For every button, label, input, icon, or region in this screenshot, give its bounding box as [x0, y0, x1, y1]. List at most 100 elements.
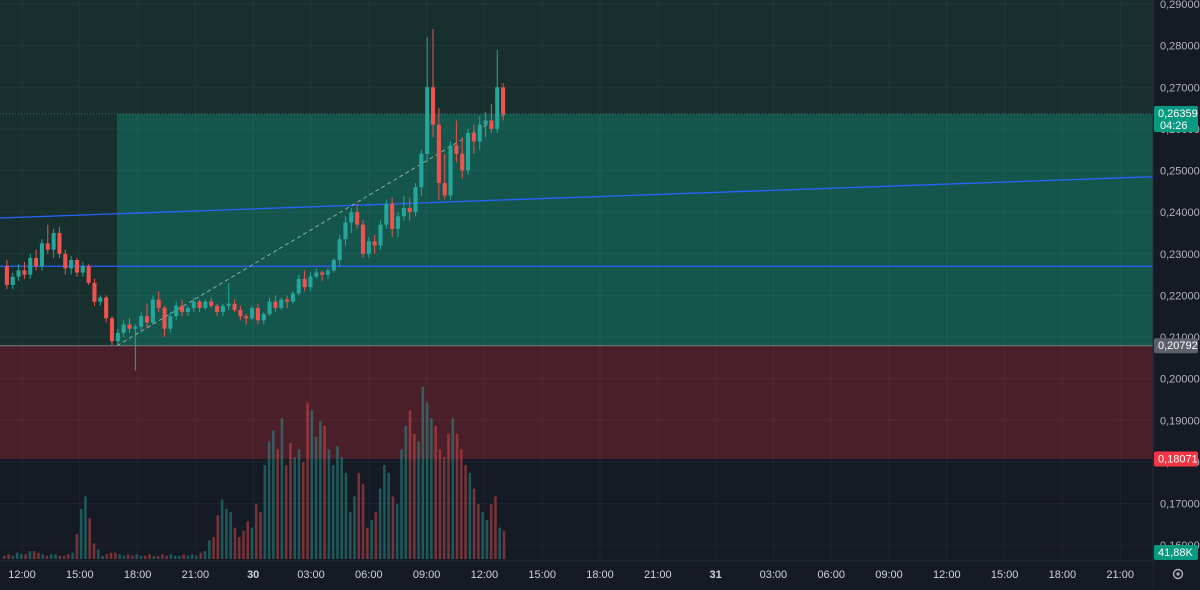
candle-body: [115, 332, 120, 342]
candle-body: [471, 133, 476, 142]
volume-bar: [280, 418, 284, 559]
volume-bar: [301, 461, 305, 559]
volume-bar: [455, 433, 459, 559]
price-tick-label: 0,27000: [1160, 82, 1200, 94]
volume-bar: [314, 436, 318, 559]
volume-bar: [387, 472, 390, 559]
candle-body: [238, 309, 243, 317]
volume-bar: [37, 552, 40, 559]
candle-body: [45, 243, 50, 250]
price-tag-box: [1154, 451, 1198, 467]
candle-body: [290, 293, 295, 302]
volume-bar: [485, 519, 489, 559]
volume-bar: [225, 508, 228, 559]
volume-bar: [148, 554, 151, 559]
upper-background: [0, 0, 1153, 114]
volume-bar: [327, 449, 331, 559]
settings-gear-icon[interactable]: [1172, 568, 1184, 580]
time-tick-label: 18:00: [124, 569, 152, 581]
candle-body: [57, 232, 62, 254]
volume-bar: [7, 554, 10, 559]
volume-bar: [289, 443, 292, 559]
volume-bar: [84, 496, 87, 559]
price-tick-label: 0,19000: [1160, 415, 1200, 427]
volume-bar: [152, 555, 156, 559]
price-tag-label: 0,26359: [1158, 108, 1198, 120]
candle-body: [86, 266, 91, 283]
time-tick-label: 09:00: [875, 569, 903, 581]
candle-body: [349, 212, 354, 223]
price-tick-label: 0,20000: [1160, 374, 1200, 386]
volume-bar: [400, 449, 403, 559]
candle-body: [39, 243, 44, 267]
volume-bar: [460, 449, 463, 559]
volume-bar: [331, 465, 335, 559]
candle-body: [337, 239, 342, 261]
time-axis[interactable]: 12:00 15:00 18:00 21:00 30 03:00 06:00 09:00 12:…: [0, 560, 1153, 590]
volume-bar: [430, 418, 433, 559]
volume-bar: [199, 552, 203, 559]
candle-body: [69, 260, 74, 269]
time-tick-label: 21:00: [644, 569, 672, 581]
volume-bar: [502, 530, 506, 559]
time-tick-label: 03:00: [297, 569, 325, 581]
candle-body: [10, 276, 15, 285]
volume-bar: [267, 441, 271, 559]
volume-bar: [340, 457, 343, 559]
volume-bar: [24, 554, 27, 559]
candle-body: [162, 307, 167, 329]
candle-body: [220, 305, 225, 313]
volume-bar: [169, 554, 173, 559]
candle-body: [4, 266, 9, 285]
volume-bar: [105, 554, 109, 559]
candle-body: [273, 301, 278, 308]
volume-bar: [32, 551, 36, 559]
candle-body: [22, 270, 27, 275]
volume-bar: [28, 551, 32, 559]
position-diagonal: [116, 113, 506, 347]
volume-bar: [131, 555, 134, 559]
volume-bar: [417, 441, 420, 559]
candle-body: [255, 307, 260, 321]
price-axis[interactable]: 0,290000,280000,270000,260000,250000,240…: [1152, 0, 1200, 590]
volume-bar: [276, 449, 279, 559]
candle-body: [109, 318, 115, 342]
candle-body: [203, 301, 208, 308]
trend-lines[interactable]: [0, 113, 1154, 347]
volume-bar: [139, 555, 143, 559]
volume-bar: [88, 518, 91, 559]
candle-body: [215, 305, 220, 313]
volume-bar: [237, 537, 241, 559]
candle-body: [395, 216, 401, 229]
time-tick-label: 15:00: [991, 569, 1019, 581]
price-tag-box: [1154, 338, 1198, 354]
volume-bar: [451, 418, 455, 559]
time-tick-label: 06:00: [355, 569, 383, 581]
volume-bar: [156, 555, 160, 559]
volume-bar: [284, 465, 288, 559]
volume-bar: [395, 504, 399, 559]
candle-body: [413, 187, 418, 213]
candle-body: [28, 257, 33, 275]
trend-line: [0, 176, 1154, 219]
candle-body: [74, 260, 80, 273]
volume-bar: [447, 433, 450, 559]
candle-body: [98, 297, 103, 302]
candle-body: [384, 203, 389, 225]
volume-bar: [391, 496, 395, 559]
price-tag-label: 0,20792: [1158, 340, 1198, 352]
volume-bar: [242, 530, 245, 559]
candle-body: [483, 120, 488, 125]
volume-bar: [79, 508, 83, 559]
volume-bar: [101, 555, 104, 559]
time-tick-label: 03:00: [760, 569, 788, 581]
volume-bar: [233, 527, 237, 559]
candles: [4, 28, 506, 371]
candle-body: [179, 305, 185, 313]
volume-bar: [250, 527, 254, 559]
volume-bar: [442, 457, 446, 559]
volume-bar: [126, 554, 130, 559]
volume-bar: [11, 555, 15, 559]
candle-body: [80, 266, 85, 273]
